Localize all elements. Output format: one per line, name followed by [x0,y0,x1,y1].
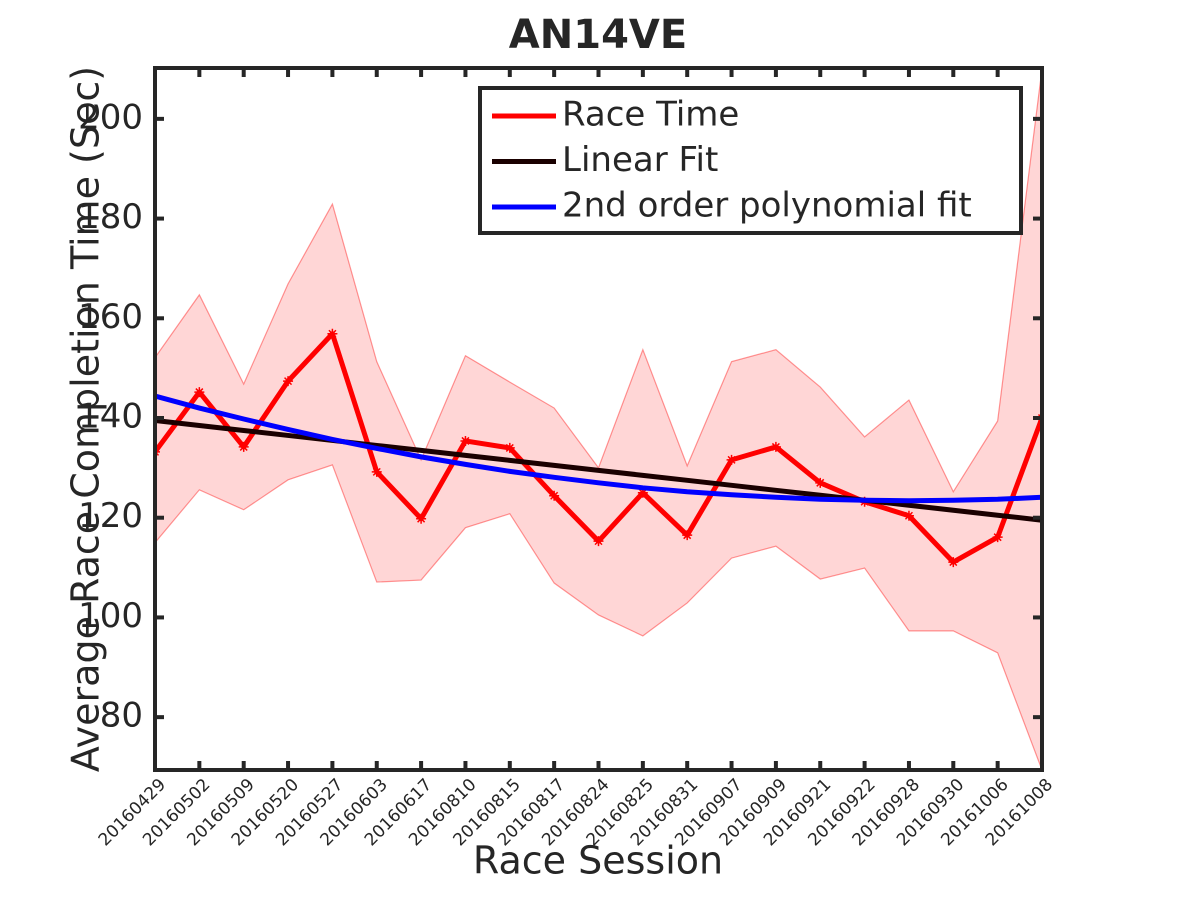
data-marker [327,328,338,339]
data-marker [815,477,826,488]
data-marker [770,441,781,452]
data-marker [238,441,249,452]
data-marker [992,532,1003,543]
y-tick-label: 120 [78,496,143,536]
data-marker [948,557,959,568]
legend-box [478,86,1023,235]
legend-label: 2nd order polynomial fit [562,186,972,226]
y-tick-label: 180 [78,197,143,237]
series-line [155,393,1042,504]
y-axis-label: Average Race Completion Time (Sec) [64,66,108,772]
data-marker [504,442,515,453]
data-marker [903,510,914,521]
series-line [155,418,1042,523]
data-marker [283,376,294,387]
data-marker [371,466,382,477]
legend-label: Linear Fit [562,140,718,180]
chart-title: AN14VE [509,12,687,58]
legend-label: Race Time [562,95,739,135]
x-axis-label: Race Session [473,839,723,883]
data-marker [194,387,205,398]
y-tick-label: 200 [78,97,143,137]
y-tick-label: 100 [78,596,143,636]
data-marker [726,454,737,465]
legend: Race Time Linear Fit 2nd order polynomial … [478,86,1023,235]
data-marker [416,513,427,524]
y-tick-label: 80 [100,696,143,736]
data-marker [549,490,560,501]
error-band [155,68,1042,770]
data-marker [682,530,693,541]
plot-area [155,68,1042,770]
y-tick-label: 140 [78,397,143,437]
data-marker [593,536,604,547]
data-marker [460,435,471,446]
y-tick-label: 160 [78,297,143,337]
data-marker [637,487,648,498]
